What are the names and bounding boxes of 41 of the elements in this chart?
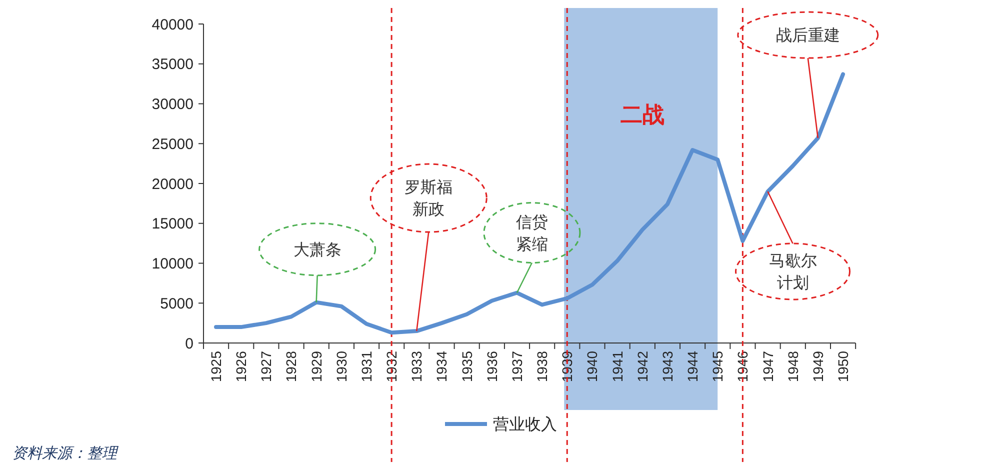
annotation: 战后重建 [776,26,840,45]
x-tick-label: 1943 [659,350,676,382]
y-tick-label: 25000 [152,136,194,153]
x-tick-label: 1942 [634,350,650,382]
x-tick-label: 1925 [208,350,224,382]
annotation: 罗斯福新政 [404,178,453,219]
y-tick-label: 5000 [160,295,194,312]
x-tick-label: 1926 [233,350,250,382]
text: 资料来源：整理 [12,445,119,462]
annotation: 大萧条 [293,240,342,259]
x-tick-label: 1947 [760,350,776,382]
x-tick-label: 1931 [358,350,374,382]
x-tick-label: 1941 [609,350,626,382]
y-tick-label: 40000 [152,16,194,34]
x-tick-label: 1929 [308,350,324,382]
y-tick-label: 10000 [152,256,194,272]
x-tick-label: 1936 [484,350,500,382]
y-tick-label: 0 [185,335,194,352]
x-tick-label: 1933 [408,350,425,382]
x-tick-label: 1949 [810,350,826,382]
x-tick-label: 1935 [458,350,475,382]
band-label: 二战 [620,102,664,128]
y-tick-label: 15000 [152,216,194,233]
x-tick-label: 1948 [784,350,801,382]
x-tick-label: 1937 [508,350,525,382]
line-series [214,72,845,335]
y-tick-label: 20000 [152,176,194,193]
annotation: 信贷紧缩 [516,213,548,254]
x-tick-label: 1940 [584,350,600,382]
x-tick-label: 1928 [283,350,300,382]
x-tick-label: 1944 [684,350,701,382]
x-tick-label: 1930 [333,350,350,382]
annotation: 马歇尔计划 [768,253,817,292]
y-tick-label: 30000 [152,96,194,113]
x-tick-label: 1927 [258,350,274,382]
legend-label: 营业收入 [493,416,557,434]
x-tick-label: 1934 [434,350,450,382]
x-tick-label: 1950 [835,350,851,382]
x-tick-label: 1938 [534,350,550,382]
x-tick-label: 1945 [710,350,726,382]
y-tick-label: 35000 [152,56,194,74]
